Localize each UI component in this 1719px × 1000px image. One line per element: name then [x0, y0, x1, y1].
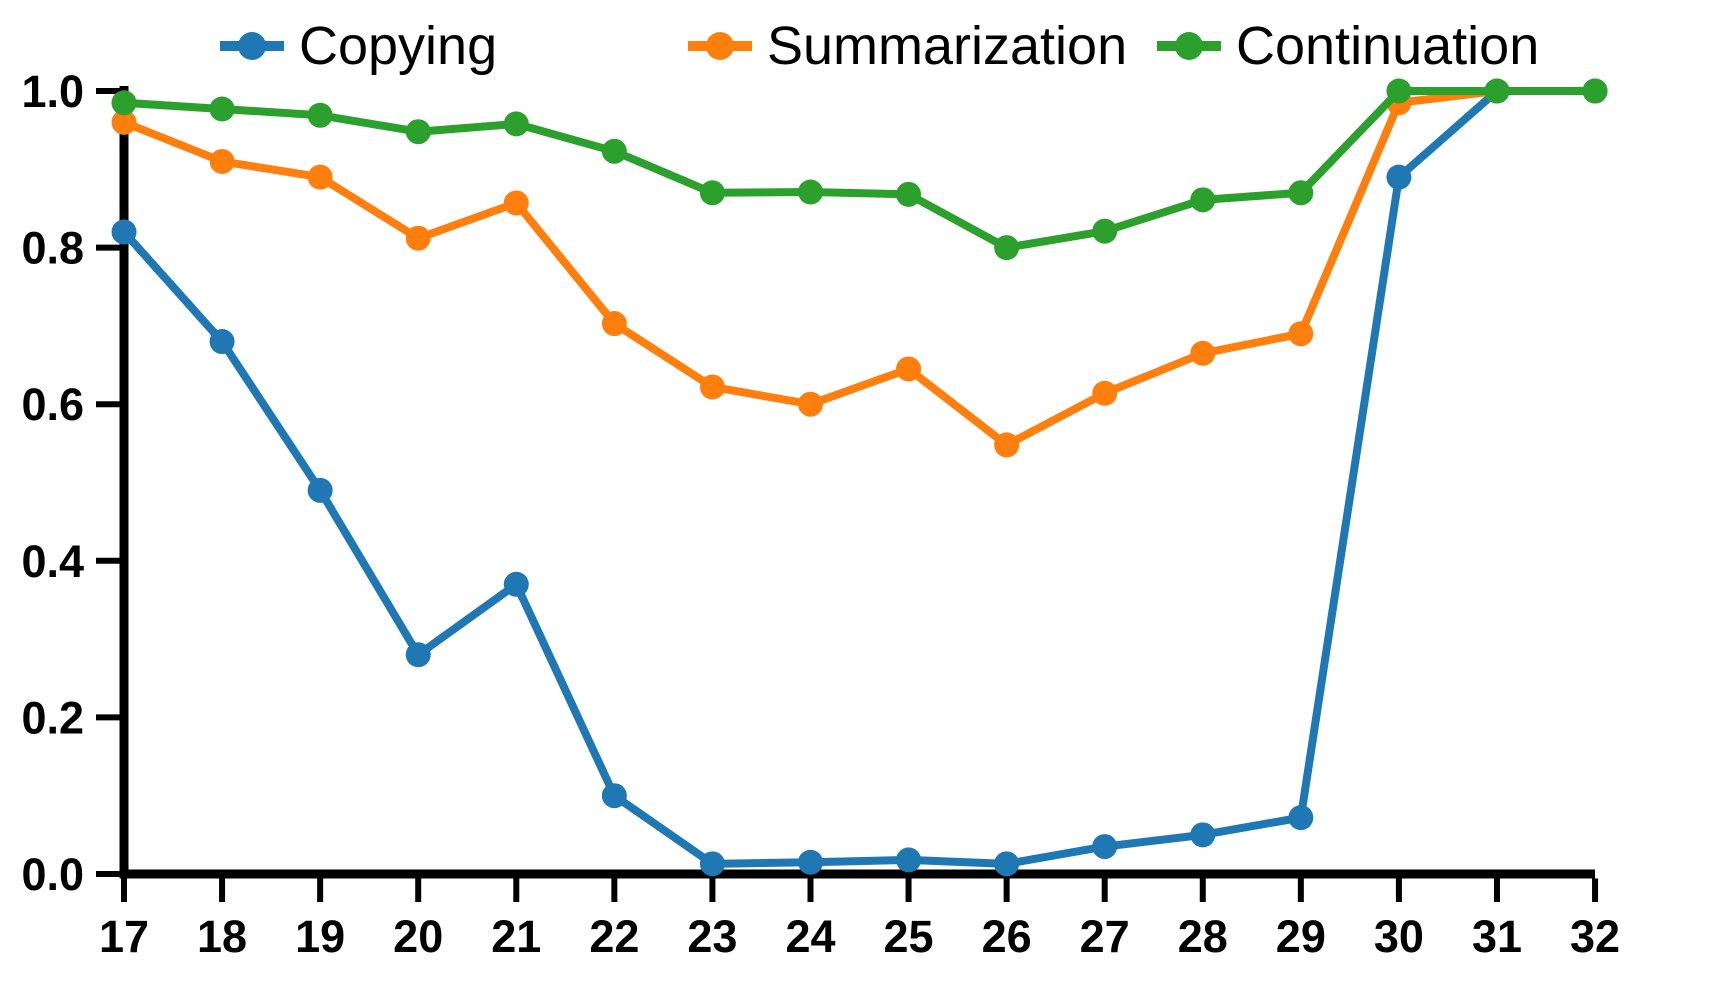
x-tick-label: 27	[1080, 911, 1130, 962]
x-tick-label: 20	[393, 911, 443, 962]
copying-point-30	[1386, 164, 1412, 190]
legend: Copying Summarization Continuation	[0, 0, 1719, 80]
continuation-point-18	[209, 96, 235, 122]
legend-label-summarization: Summarization	[767, 16, 1128, 76]
continuation-point-22	[601, 138, 627, 164]
legend-label-continuation: Continuation	[1236, 16, 1540, 76]
continuation-point-25	[896, 181, 922, 207]
x-tick-label: 26	[982, 911, 1032, 962]
continuation-point-28	[1190, 187, 1216, 213]
y-tick-label: 0.6	[21, 379, 84, 430]
summarization-line	[120, 87, 1600, 449]
summarization-point-20	[405, 225, 431, 251]
x-tick-label: 24	[785, 911, 835, 962]
copying-line	[120, 87, 1600, 868]
x-tick-label: 19	[295, 911, 345, 962]
continuation-line	[120, 87, 1600, 252]
y-tick-label: 0.2	[21, 692, 84, 743]
summarization-point-24	[797, 391, 823, 417]
y-tick-label: 0.0	[21, 849, 84, 900]
continuation-point-26	[994, 235, 1020, 261]
summarization-legend-marker-icon	[688, 31, 752, 61]
x-tick-label: 21	[491, 911, 541, 962]
x-tick-label: 25	[884, 911, 934, 962]
x-tick-label: 30	[1374, 911, 1424, 962]
copying-legend-marker-icon	[220, 31, 284, 61]
summarization-point-25	[896, 356, 922, 382]
continuation-point-21	[503, 111, 529, 137]
x-tick-label: 31	[1472, 911, 1522, 962]
copying-point-29	[1288, 805, 1314, 831]
continuation-point-30	[1386, 78, 1412, 104]
x-tick-label: 17	[99, 911, 149, 962]
copying-point-17	[111, 219, 137, 245]
summarization-point-22	[601, 311, 627, 337]
summarization-point-17	[111, 109, 137, 135]
x-tick-label: 22	[589, 911, 639, 962]
legend-label-copying: Copying	[299, 16, 498, 76]
continuation-legend-marker-icon	[1157, 31, 1221, 61]
summarization-point-19	[307, 164, 333, 190]
x-tick-label: 23	[687, 911, 737, 962]
continuation-point-20	[405, 119, 431, 145]
copying-point-28	[1190, 822, 1216, 848]
continuation-point-29	[1288, 180, 1314, 206]
x-tick-label: 29	[1276, 911, 1326, 962]
copying-point-21	[503, 571, 529, 597]
continuation-point-31	[1484, 78, 1510, 104]
copying-point-20	[405, 642, 431, 668]
summarization-point-28	[1190, 340, 1216, 366]
summarization-point-26	[994, 432, 1020, 458]
copying-point-24	[797, 849, 823, 875]
x-tick-label: 32	[1570, 911, 1620, 962]
continuation-point-27	[1092, 218, 1118, 244]
legend-item-summarization: Summarization	[688, 16, 1127, 76]
continuation-point-23	[699, 180, 725, 206]
summarization-point-27	[1092, 380, 1118, 406]
legend-item-copying: Copying	[220, 16, 497, 76]
copying-point-25	[896, 847, 922, 873]
summarization-point-29	[1288, 321, 1314, 347]
copying-point-22	[601, 783, 627, 809]
continuation-point-17	[111, 90, 137, 116]
continuation-point-24	[797, 179, 823, 205]
copying-point-26	[994, 851, 1020, 877]
y-tick-label: 0.8	[21, 223, 84, 274]
continuation-point-19	[307, 102, 333, 128]
copying-point-19	[307, 477, 333, 503]
summarization-point-18	[209, 148, 235, 174]
copying-point-23	[699, 851, 725, 877]
copying-point-18	[209, 329, 235, 355]
legend-item-continuation: Continuation	[1157, 16, 1539, 76]
x-tick-label: 28	[1178, 911, 1228, 962]
y-tick-label: 0.4	[21, 536, 84, 587]
y-tick-label: 1.0	[21, 66, 84, 117]
summarization-point-23	[699, 374, 725, 400]
continuation-point-32	[1582, 78, 1608, 104]
summarization-point-21	[503, 190, 529, 216]
x-tick-label: 18	[197, 911, 247, 962]
copying-point-27	[1092, 834, 1118, 860]
